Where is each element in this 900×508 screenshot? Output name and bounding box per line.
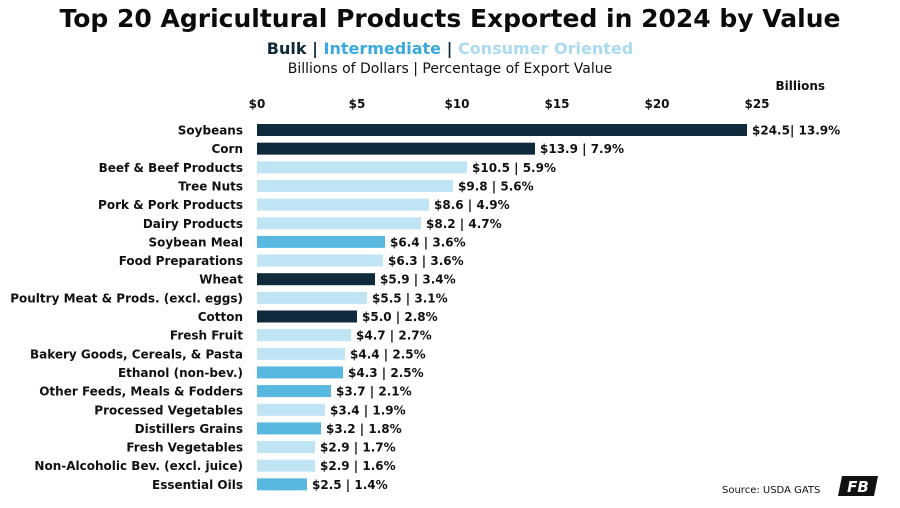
bar (257, 347, 345, 360)
legend-intermediate: Intermediate (323, 39, 442, 58)
category-label: Distillers Grains (135, 422, 243, 436)
value-label: $2.5 | 1.4% (312, 478, 388, 492)
category-label: Soybean Meal (148, 235, 243, 249)
x-tick-label: $10 (444, 97, 469, 111)
legend-consumer: Consumer Oriented (457, 39, 634, 58)
bar (257, 291, 367, 304)
value-label: $6.3 | 3.6% (388, 254, 464, 268)
bar (257, 235, 385, 248)
value-label: $13.9 | 7.9% (540, 142, 624, 156)
x-tick-label: $20 (644, 97, 669, 111)
value-label: $6.4 | 3.6% (390, 235, 466, 249)
bar (257, 217, 421, 230)
x-tick-label: $5 (349, 97, 366, 111)
x-tick-label: $25 (744, 97, 769, 111)
bar (257, 273, 375, 286)
bar (257, 310, 357, 323)
bar (257, 366, 343, 379)
category-label: Food Preparations (119, 254, 243, 268)
bar (257, 422, 321, 435)
category-label: Non-Alcoholic Bev. (excl. juice) (34, 459, 243, 473)
chart-subtitle: Billions of Dollars | Percentage of Expo… (287, 61, 613, 77)
farm-bureau-logo: FB (838, 476, 878, 496)
category-label: Corn (211, 142, 243, 156)
value-label: $8.2 | 4.7% (426, 217, 502, 231)
bar (257, 478, 307, 491)
units-label: Billions (775, 79, 825, 93)
category-label: Wheat (199, 273, 243, 287)
category-label: Fresh Fruit (170, 329, 243, 343)
value-label: $2.9 | 1.6% (320, 459, 396, 473)
category-label: Fresh Vegetables (126, 441, 243, 455)
category-label: Bakery Goods, Cereals, & Pasta (30, 347, 243, 361)
segment-legend: Bulk | Intermediate | Consumer Oriented (0, 39, 900, 58)
category-label: Tree Nuts (178, 179, 243, 193)
bar (257, 403, 325, 416)
chart-title: Top 20 Agricultural Products Exported in… (59, 4, 841, 33)
category-label: Dairy Products (143, 217, 243, 231)
bar (257, 198, 429, 211)
bar (257, 142, 535, 155)
category-label: Ethanol (non-bev.) (118, 366, 243, 380)
value-label: $3.4 | 1.9% (330, 403, 406, 417)
category-label: Poultry Meat & Prods. (excl. eggs) (10, 291, 243, 305)
legend-bulk: Bulk (266, 39, 307, 58)
legend-separator-2: | (441, 39, 458, 58)
value-label: $4.7 | 2.7% (356, 329, 432, 343)
bar (257, 459, 315, 472)
value-label: $4.4 | 2.5% (350, 347, 426, 361)
bar (257, 441, 315, 454)
value-label: $2.9 | 1.7% (320, 441, 396, 455)
category-label: Beef & Beef Products (99, 161, 243, 175)
bar (257, 124, 747, 136)
bar (257, 385, 331, 398)
category-label: Essential Oils (152, 478, 243, 492)
value-label: $4.3 | 2.5% (348, 366, 424, 380)
category-label: Cotton (198, 310, 243, 324)
category-label: Processed Vegetables (94, 403, 243, 417)
category-label: Other Feeds, Meals & Fodders (39, 385, 243, 399)
value-label: $10.5 | 5.9% (472, 161, 556, 175)
value-label: $24.5| 13.9% (752, 124, 840, 138)
x-tick-label: $0 (249, 97, 266, 111)
category-label: Pork & Pork Products (98, 198, 243, 212)
category-label: Soybeans (178, 124, 243, 138)
value-label: $5.5 | 3.1% (372, 291, 448, 305)
value-label: $9.8 | 5.6% (458, 179, 534, 193)
value-label: $3.7 | 2.1% (336, 385, 412, 399)
bar (257, 179, 453, 192)
bar (257, 329, 351, 342)
bar (257, 254, 383, 267)
value-label: $3.2 | 1.8% (326, 422, 402, 436)
value-label: $5.9 | 3.4% (380, 273, 456, 287)
legend-separator-1: | (306, 39, 324, 58)
x-tick-label: $15 (544, 97, 569, 111)
value-label: $8.6 | 4.9% (434, 198, 510, 212)
logo-text: FB (847, 478, 869, 496)
source-note: Source: USDA GATS (722, 485, 821, 496)
value-label: $5.0 | 2.8% (362, 310, 438, 324)
bar (257, 161, 467, 174)
